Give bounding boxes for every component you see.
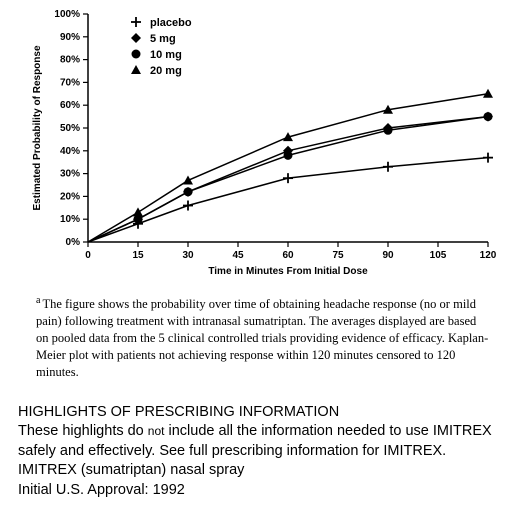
response-probability-chart: 0% 10% 20% 30% 40% 50% 60% 70% 80% 90% 100% 0 15 30 45… bbox=[0, 0, 514, 290]
svg-text:placebo: placebo bbox=[150, 17, 192, 29]
svg-text:45: 45 bbox=[232, 250, 244, 261]
svg-text:80%: 80% bbox=[60, 55, 80, 66]
highlights-line3: Initial U.S. Approval: 1992 bbox=[18, 482, 185, 498]
svg-text:50%: 50% bbox=[60, 123, 80, 134]
svg-text:120: 120 bbox=[480, 250, 497, 261]
svg-text:5 mg: 5 mg bbox=[150, 33, 176, 45]
svg-text:15: 15 bbox=[132, 250, 144, 261]
svg-text:20 mg: 20 mg bbox=[150, 65, 182, 77]
prescribing-highlights: HIGHLIGHTS OF PRESCRIBING INFORMATION Th… bbox=[0, 381, 514, 512]
chart-footnote: aThe figure shows the probability over t… bbox=[0, 290, 514, 381]
svg-text:20%: 20% bbox=[60, 191, 80, 202]
svg-text:70%: 70% bbox=[60, 77, 80, 88]
highlights-line2: IMITREX (sumatriptan) nasal spray bbox=[18, 462, 244, 478]
svg-text:90%: 90% bbox=[60, 32, 80, 43]
highlights-line1-not: not bbox=[148, 424, 165, 438]
svg-text:0%: 0% bbox=[66, 237, 81, 248]
svg-text:40%: 40% bbox=[60, 146, 80, 157]
footnote-text: The figure shows the probability over ti… bbox=[36, 297, 488, 379]
svg-text:Estimated Probability of Respo: Estimated Probability of Response bbox=[32, 45, 43, 210]
svg-text:100%: 100% bbox=[54, 9, 80, 20]
highlights-line1a: These highlights do bbox=[18, 423, 148, 439]
svg-text:30%: 30% bbox=[60, 169, 80, 180]
svg-text:Time in Minutes From Initial D: Time in Minutes From Initial Dose bbox=[208, 266, 368, 277]
highlights-title: HIGHLIGHTS OF PRESCRIBING INFORMATION bbox=[18, 403, 496, 423]
svg-text:10%: 10% bbox=[60, 214, 80, 225]
svg-text:60%: 60% bbox=[60, 100, 80, 111]
svg-text:90: 90 bbox=[382, 250, 394, 261]
svg-text:0: 0 bbox=[85, 250, 91, 261]
svg-text:10 mg: 10 mg bbox=[150, 49, 182, 61]
svg-text:75: 75 bbox=[332, 250, 344, 261]
svg-text:105: 105 bbox=[430, 250, 447, 261]
footnote-marker: a bbox=[36, 295, 40, 306]
svg-text:30: 30 bbox=[182, 250, 194, 261]
svg-text:60: 60 bbox=[282, 250, 294, 261]
